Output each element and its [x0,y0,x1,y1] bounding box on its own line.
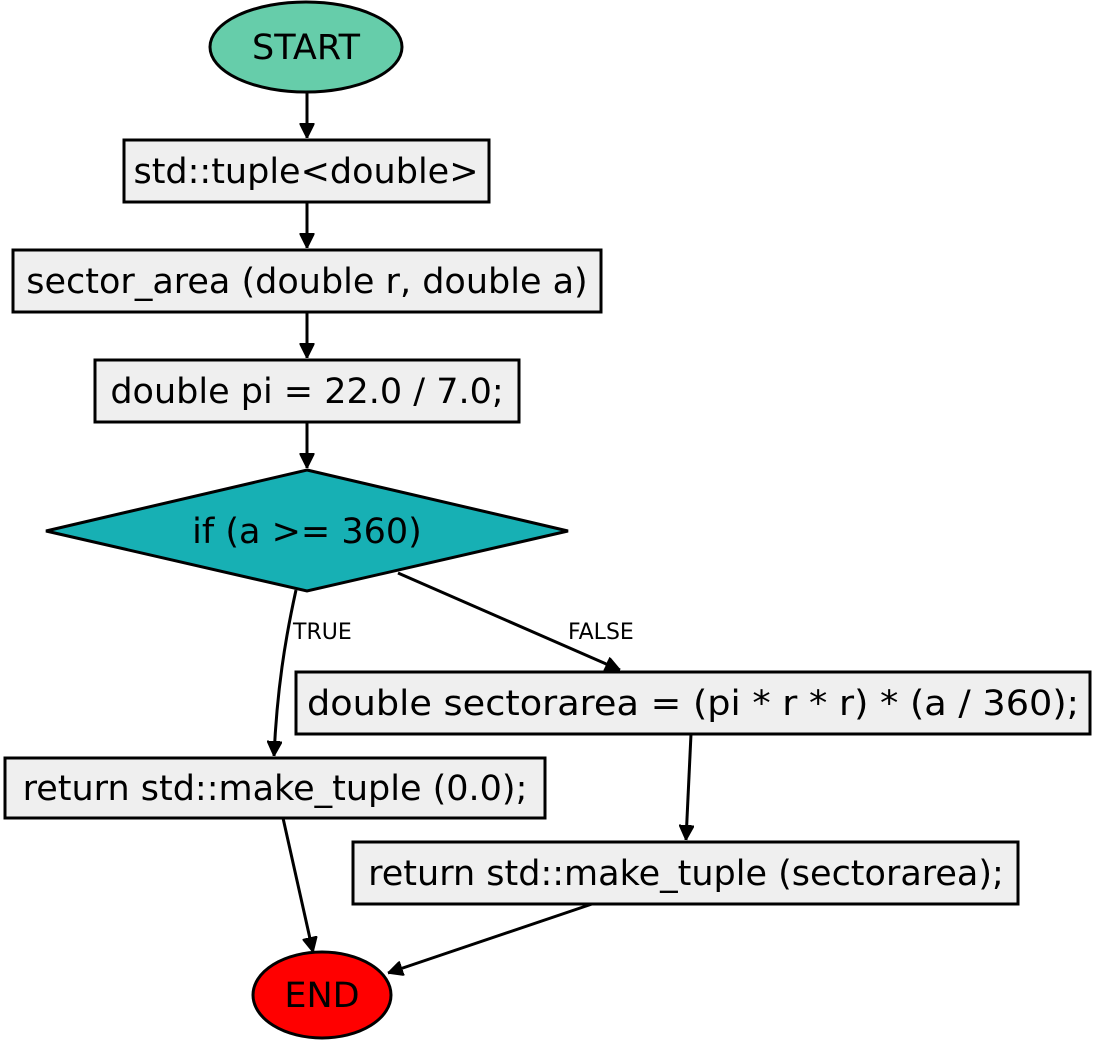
pi-decl-node: double pi = 22.0 / 7.0; [93,358,521,424]
return-zero-node: return std::make_tuple (0.0); [3,756,547,820]
edge-return-area-to-end [388,902,593,973]
condition-label: if (a >= 360) [192,512,422,552]
end-label: END [284,976,359,1016]
sector-calc-label: double sectorarea = (pi * r * r) * (a / … [307,684,1079,724]
edge-return-zero-to-end [281,817,313,952]
end-ellipse [251,950,393,1040]
return-area-node: return std::make_tuple (sectorarea); [351,840,1020,906]
function-signature-node: sector_area (double r, double a) [11,248,603,314]
return-zero-label: return std::make_tuple (0.0); [23,769,528,809]
end-node: END [251,950,393,1040]
return-area-box [351,840,1020,906]
edge-condition-false [397,571,620,670]
pi-decl-label: double pi = 22.0 / 7.0; [110,372,503,412]
false-label: FALSE [568,620,634,645]
return-area-label: return std::make_tuple (sectorarea); [368,854,1004,894]
pi-decl-box [93,358,521,424]
tuple-decl-box [122,138,491,204]
sector-calc-box [294,670,1092,736]
edge-condition-true [274,589,298,756]
function-signature-box [11,248,603,314]
return-zero-box [3,756,547,820]
edges [274,92,691,973]
condition-diamond [45,468,569,593]
sector-calc-node: double sectorarea = (pi * r * r) * (a / … [294,670,1092,736]
start-node: START [208,0,404,94]
condition-node: if (a >= 360) [45,468,569,593]
start-ellipse [208,0,404,94]
edge-sector-to-return [686,733,691,840]
start-label: START [252,28,361,68]
tuple-decl-node: std::tuple<double> [122,138,491,204]
tuple-decl-label: std::tuple<double> [133,152,478,192]
true-label: TRUE [292,620,352,645]
function-signature-label: sector_area (double r, double a) [26,262,587,302]
